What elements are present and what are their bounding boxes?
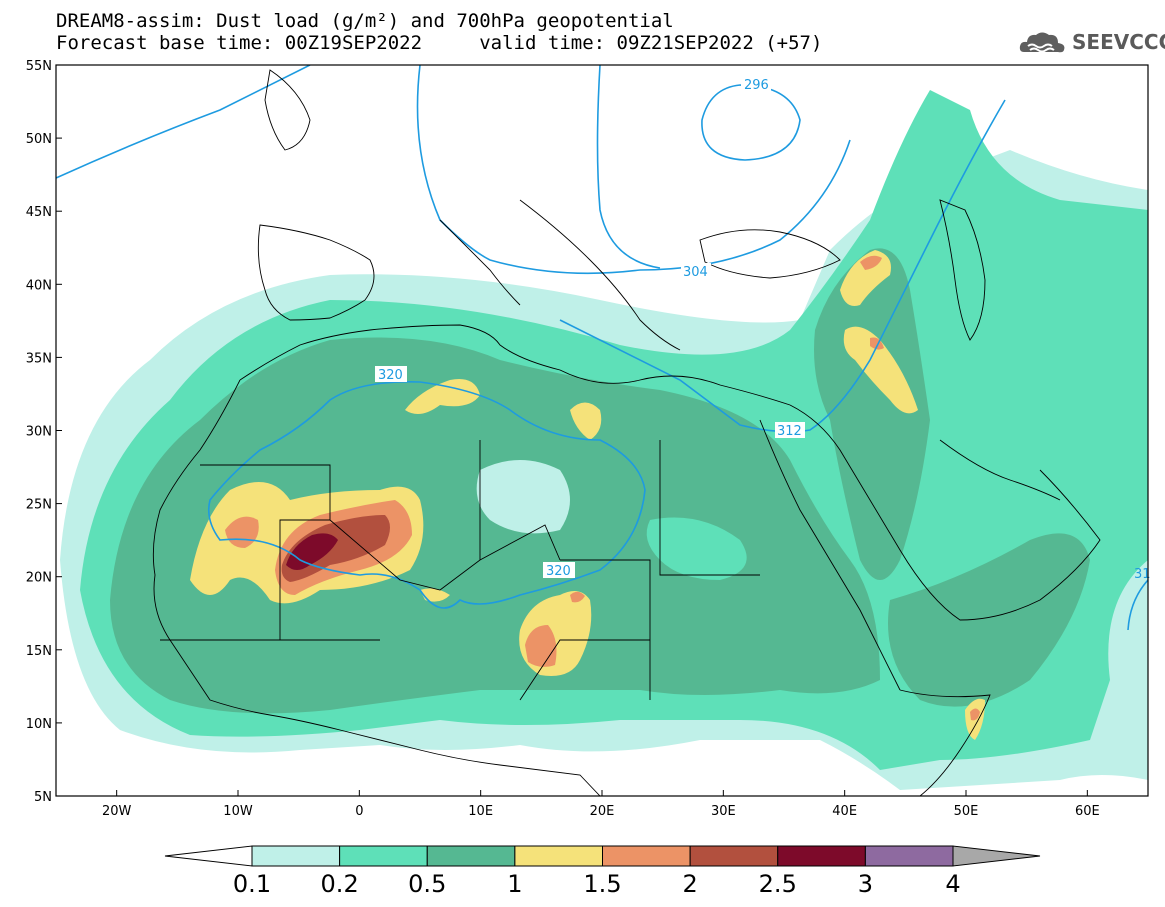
- colorbar-swatch: [602, 845, 691, 867]
- dust-level-1: [570, 402, 602, 440]
- dust-level-0.5: [814, 248, 930, 581]
- contour-label-312: 312: [777, 424, 802, 439]
- cloud-logo-icon: [1019, 32, 1065, 53]
- lat-tick-label: 40N: [26, 278, 52, 293]
- dust-gap: [476, 460, 570, 534]
- lat-tick-label: 55N: [26, 59, 52, 74]
- lon-tick-label: 20W: [102, 804, 132, 819]
- colorbar-label: 4: [945, 870, 961, 898]
- colorbar-label: 0.5: [408, 870, 447, 898]
- colorbar-label: 2.5: [758, 870, 797, 898]
- colorbar-swatch: [251, 845, 341, 867]
- lat-tick-label: 25N: [26, 498, 52, 513]
- colorbar-under-triangle: [164, 845, 253, 867]
- geopotential-contours: [56, 65, 1148, 631]
- colorbar-swatch: [426, 845, 516, 867]
- forecast-time-line: Forecast base time: 00Z19SEP2022 valid t…: [56, 32, 823, 54]
- lon-tick-label: 20E: [590, 804, 615, 819]
- map-title: DREAM8-assim: Dust load (g/m²) and 700hP…: [56, 10, 674, 32]
- lon-tick-label: 0: [355, 804, 363, 819]
- dust-field: [60, 90, 1148, 790]
- contour-label-296: 296: [744, 78, 769, 93]
- colorbar-label: 0.2: [320, 870, 359, 898]
- colorbar-swatch: [339, 845, 428, 867]
- lat-tick-label: 35N: [26, 351, 52, 366]
- dust-level-2.5: [286, 533, 338, 570]
- contour-label-320: 320: [546, 564, 571, 579]
- dust-level-1.5: [570, 591, 585, 603]
- dust-level-1.5: [970, 708, 980, 721]
- dust-level-0.5: [888, 533, 1090, 707]
- contour-label-304: 304: [683, 265, 708, 280]
- contour-label-320: 320: [378, 368, 403, 383]
- colorbar: [164, 845, 1041, 867]
- dust-gap: [646, 517, 747, 580]
- dust-level-1: [405, 379, 480, 414]
- dust-level-0.5: [110, 337, 880, 714]
- logo-text: SEEVCCC: [1072, 30, 1165, 54]
- lon-tick-label: 60E: [1075, 804, 1100, 819]
- contour-label-31: 31: [1134, 567, 1151, 582]
- lat-tick-label: 45N: [26, 205, 52, 220]
- colorbar-swatch: [864, 845, 954, 867]
- coastlines: [152, 69, 1101, 796]
- colorbar-over-triangle: [952, 845, 1041, 867]
- colorbar-swatch: [514, 845, 603, 867]
- colorbar-swatch: [689, 845, 779, 867]
- lat-tick-label: 20N: [26, 571, 52, 586]
- colorbar-label: 0.1: [232, 870, 272, 898]
- lon-tick-label: 10E: [468, 804, 493, 819]
- dust-level-1: [840, 250, 891, 306]
- longitude-axis: 20W 10W 0 10E 20E 30E 40E 50E 60E: [102, 790, 1100, 819]
- lon-tick-label: 40E: [832, 804, 857, 819]
- colorbar-label: 1: [507, 870, 523, 898]
- colorbar-swatch: [777, 845, 866, 867]
- contour-labels: 296 304 312 320 320 31: [375, 76, 1151, 582]
- lat-tick-label: 50N: [26, 132, 52, 147]
- lat-tick-label: 30N: [26, 425, 52, 440]
- dust-level-1.5: [860, 255, 882, 270]
- lon-tick-label: 10W: [223, 804, 253, 819]
- dust-level-1: [420, 588, 450, 602]
- dust-level-1: [843, 326, 918, 414]
- lon-tick-label: 30E: [711, 804, 736, 819]
- lat-tick-label: 5N: [34, 790, 52, 805]
- colorbar-label: 1.5: [583, 870, 622, 898]
- lat-tick-label: 10N: [26, 717, 52, 732]
- lon-tick-label: 50E: [954, 804, 979, 819]
- lat-tick-label: 15N: [26, 644, 52, 659]
- dust-level-1.5: [870, 337, 884, 350]
- colorbar-label: 3: [857, 870, 874, 898]
- latitude-axis: 55N 50N 45N 40N 35N 30N 25N 20N 15N 10N 5N: [26, 59, 62, 805]
- colorbar-label: 2: [682, 870, 698, 898]
